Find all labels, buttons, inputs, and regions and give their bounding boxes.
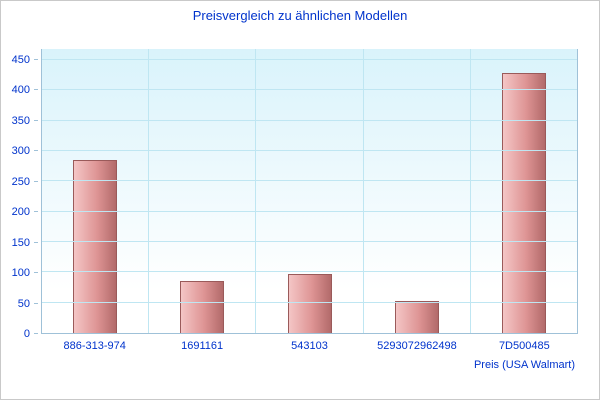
y-tick-mark <box>34 89 38 91</box>
gridline <box>42 180 577 182</box>
bar-column <box>364 49 471 333</box>
y-tick-label: 200 <box>11 206 30 219</box>
gridline <box>42 240 577 242</box>
y-tick-mark <box>34 272 38 274</box>
bar <box>394 301 439 333</box>
gridline <box>42 149 577 151</box>
gridline <box>42 271 577 273</box>
y-tick-label: 150 <box>11 236 30 249</box>
y-tick-label: 50 <box>17 297 30 310</box>
bar <box>287 273 332 333</box>
y-tick-label: 350 <box>11 114 30 127</box>
y-tick-mark <box>34 241 38 243</box>
y-tick-mark <box>34 58 38 60</box>
y-tick-mark <box>34 333 38 334</box>
y-axis: 0 50 100 150 200 250 300 350 400 450 <box>1 49 39 340</box>
y-tick-label: 450 <box>11 53 30 66</box>
y-tick-mark <box>34 119 38 121</box>
gridline <box>42 210 577 212</box>
gridline <box>42 58 577 60</box>
bar <box>180 281 225 333</box>
bar-column <box>42 49 150 333</box>
bar <box>73 160 118 333</box>
x-category-label: 5293072962498 <box>377 340 457 352</box>
bar-column <box>256 49 364 333</box>
gridline <box>42 89 577 91</box>
y-tick-mark <box>34 180 38 182</box>
x-axis-labels: 886-313-974 1691161 543103 5293072962498 7D5… <box>41 340 578 352</box>
x-category-label: 7D500485 <box>498 340 550 352</box>
plot-area <box>41 49 578 334</box>
y-tick-label: 250 <box>11 175 30 188</box>
y-tick-label: 0 <box>23 328 30 340</box>
x-category-label: 1691161 <box>181 340 224 352</box>
bar-column <box>149 49 257 333</box>
y-tick-mark <box>34 150 38 152</box>
gridline <box>42 119 577 121</box>
y-tick-mark <box>34 302 38 304</box>
x-axis-title: Preis (USA Walmart) <box>473 359 575 371</box>
y-tick-label: 100 <box>11 267 30 280</box>
bar <box>501 73 546 333</box>
gridline <box>42 301 577 303</box>
y-tick-label: 400 <box>11 84 30 97</box>
y-tick-mark <box>34 211 38 213</box>
x-category-label: 543103 <box>291 340 328 352</box>
y-tick-label: 300 <box>11 145 30 158</box>
x-category-label: 886-313-974 <box>63 340 126 352</box>
chart-title: Preisvergleich zu ähnlichen Modellen <box>192 8 408 23</box>
bar-column <box>471 49 577 333</box>
bar-columns <box>42 49 577 333</box>
